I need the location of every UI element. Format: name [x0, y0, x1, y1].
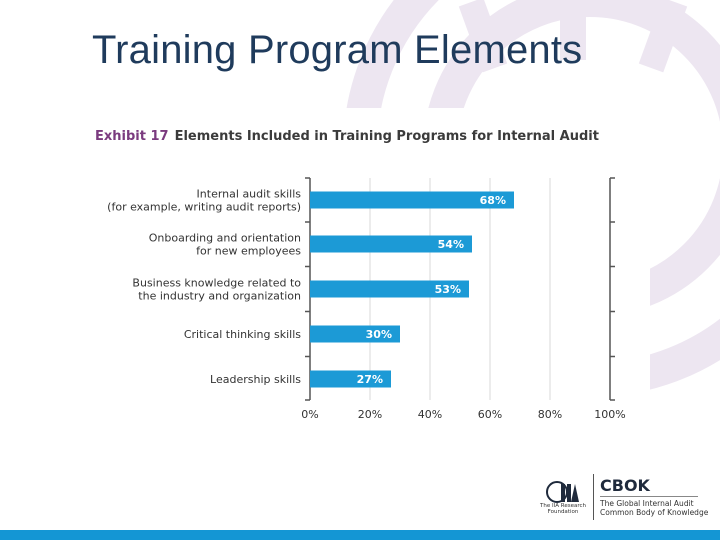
- category-label: Internal audit skills: [197, 188, 302, 201]
- iia-text-line-2: Foundation: [547, 509, 579, 515]
- x-tick-label: 80%: [538, 408, 562, 421]
- cbok-logo-text: CBOK: [600, 476, 650, 495]
- category-label: (for example, writing audit reports): [107, 201, 301, 214]
- bar-value-label: 27%: [357, 373, 383, 386]
- category-label: Leadership skills: [210, 373, 301, 386]
- x-tick-label: 0%: [301, 408, 318, 421]
- logo-block: The IIA Research Foundation CBOK The Glo…: [535, 474, 708, 522]
- bar: [310, 235, 472, 253]
- cbok-rule: [600, 496, 698, 497]
- exhibit-label: Exhibit 17: [95, 129, 169, 144]
- exhibit-heading: Elements Included in Training Programs f…: [174, 129, 599, 144]
- bar: [310, 191, 514, 209]
- logo-divider: [593, 474, 594, 520]
- category-label: Business knowledge related to: [132, 277, 301, 290]
- bar-value-label: 68%: [480, 194, 506, 207]
- bar-value-label: 53%: [435, 283, 461, 296]
- category-label: Onboarding and orientation: [149, 232, 301, 245]
- iia-logo-icon: [546, 481, 579, 503]
- bar: [310, 325, 400, 343]
- cbok-subtitle: The Global Internal Audit Common Body of…: [600, 499, 708, 517]
- x-tick-label: 20%: [358, 408, 382, 421]
- slide-title: Training Program Elements: [92, 28, 583, 72]
- x-tick-label: 100%: [594, 408, 625, 421]
- category-label: Critical thinking skills: [184, 328, 301, 341]
- category-label: the industry and organization: [138, 290, 301, 303]
- exhibit-title: Exhibit 17 Elements Included in Training …: [95, 129, 599, 144]
- bar: [310, 370, 391, 388]
- cbok-subtitle-line-1: The Global Internal Audit: [600, 499, 694, 508]
- bar-value-label: 30%: [366, 328, 392, 341]
- category-label: for new employees: [196, 245, 301, 258]
- x-tick-label: 60%: [478, 408, 502, 421]
- bottom-accent-bar: [0, 530, 720, 540]
- x-tick-label: 40%: [418, 408, 442, 421]
- iia-foundation-text: The IIA Research Foundation: [535, 503, 591, 515]
- iia-text-line-1: The IIA Research: [540, 503, 586, 509]
- bar: [310, 280, 469, 298]
- cbok-subtitle-line-2: Common Body of Knowledge: [600, 508, 709, 517]
- bar-value-label: 54%: [438, 238, 464, 251]
